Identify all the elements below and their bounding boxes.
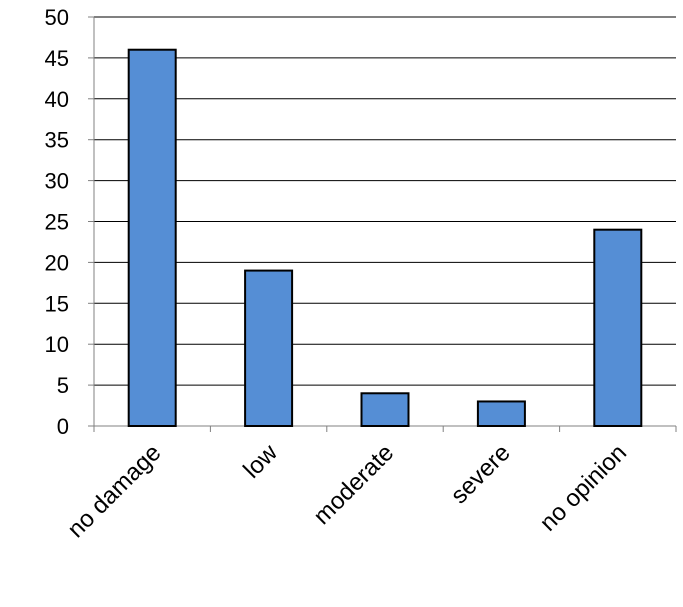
bar-low: [244, 269, 294, 427]
x-category-label: low: [238, 439, 283, 484]
y-tick-label: 45: [45, 46, 69, 71]
gridlines: [94, 16, 676, 386]
y-tick-label: 30: [45, 169, 69, 194]
bar-no-opinion: [593, 228, 643, 427]
x-category-label: no damage: [62, 439, 166, 543]
y-tick-label: 20: [45, 250, 69, 275]
bar-moderate: [360, 392, 410, 427]
y-tick-label: 0: [57, 414, 69, 439]
bar-severe: [476, 400, 526, 427]
y-tick-label: 35: [45, 128, 69, 153]
y-tick-label: 15: [45, 291, 69, 316]
y-tick-label: 50: [45, 5, 69, 30]
bars: [127, 48, 643, 427]
y-tick-label: 10: [45, 332, 69, 357]
x-category-label: no opinion: [535, 439, 632, 536]
y-tick-label: 25: [45, 210, 69, 235]
y-tick-label: 40: [45, 87, 69, 112]
x-category-label: moderate: [308, 439, 399, 530]
bar-no-damage: [127, 48, 177, 427]
y-tick-label: 5: [57, 373, 69, 398]
x-category-labels: no damage low moderate severe no opinion: [62, 439, 632, 543]
y-tick-labels: 0 5 10 15 20 25 30 35 40 45 50: [45, 5, 69, 439]
x-category-label: severe: [446, 439, 516, 509]
